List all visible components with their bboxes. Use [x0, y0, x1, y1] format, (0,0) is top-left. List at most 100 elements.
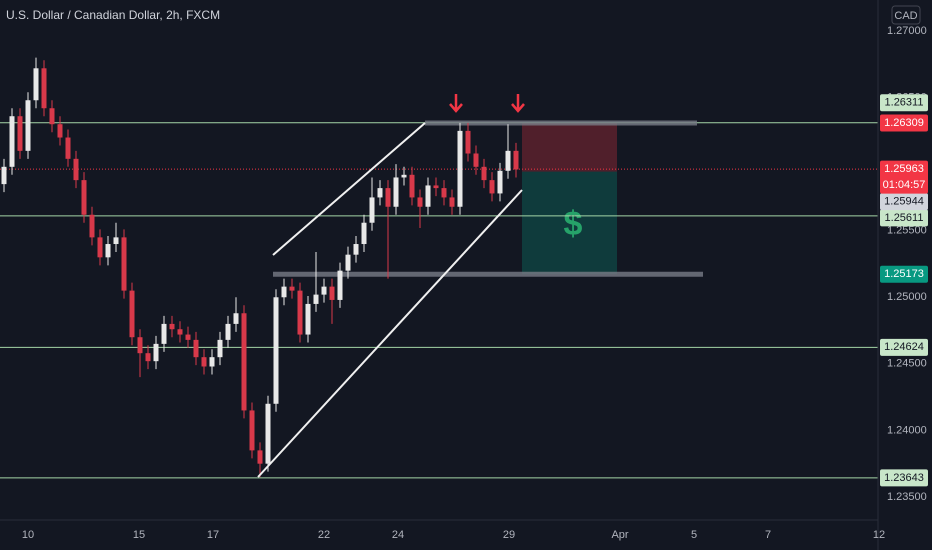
candle-body [305, 303, 311, 335]
target-zone [522, 171, 617, 275]
price-badge-label: 1.26311 [885, 97, 924, 109]
arrow [449, 94, 463, 113]
price-badge-label: 1.23643 [884, 472, 924, 484]
candle-body [385, 188, 391, 207]
x-tick-label: Apr [611, 529, 628, 541]
price-badge [880, 193, 928, 211]
y-tick-label: 1.24000 [887, 424, 927, 436]
candle-body [17, 116, 23, 151]
currency: CAD [894, 10, 917, 22]
arrows [449, 94, 525, 113]
countdown: 01:04:57 [883, 179, 926, 191]
y-tick-label: 1.27000 [887, 25, 927, 37]
x-tick-label: 12 [873, 529, 885, 541]
price-badge-label: 1.25611 [885, 212, 924, 224]
candle-body [73, 158, 79, 181]
arrow [511, 94, 525, 113]
channel-upper [272, 122, 426, 256]
x-tick-label: 24 [392, 529, 404, 541]
price-badge [880, 265, 928, 283]
candle-body [81, 180, 87, 215]
candle-body [217, 339, 223, 358]
candle-body [465, 130, 471, 154]
price-badge-label: 1.25173 [884, 268, 924, 280]
candle-body [145, 353, 151, 362]
candle-body [33, 68, 39, 101]
x-tick-label: 15 [133, 529, 145, 541]
x-tick-label: 17 [207, 529, 219, 541]
candle-body [209, 357, 215, 367]
candle-body [513, 150, 519, 170]
candle-body [425, 185, 431, 207]
candle-body [297, 290, 303, 335]
currency-box [891, 5, 921, 25]
candle-body [89, 214, 95, 238]
candle-body [401, 174, 407, 178]
price-badge [880, 338, 928, 356]
price-badge [880, 469, 928, 487]
candle-body [105, 244, 111, 258]
x-tick-label: 7 [765, 529, 771, 541]
profit-symbol: $ [564, 205, 583, 243]
candle-body [353, 244, 359, 255]
chart-title: U.S. Dollar / Canadian Dollar, 2h, FXCM [6, 8, 220, 22]
candle-body [265, 403, 271, 464]
candle-body [129, 290, 135, 338]
candle-body [193, 339, 199, 358]
candle-body [417, 197, 423, 207]
candle-body [201, 357, 207, 367]
candle-body [409, 174, 415, 198]
x-tick-label: 5 [691, 529, 697, 541]
price-badge-label: 1.26309 [884, 117, 924, 129]
price-badge [880, 94, 928, 112]
candle-body [161, 323, 167, 344]
price-badge [880, 160, 928, 194]
candle-body [505, 150, 511, 171]
candle-body [337, 270, 343, 300]
candle-body [65, 137, 71, 159]
candle-body [473, 153, 479, 167]
candle-body [185, 334, 191, 340]
x-tick-label: 10 [22, 529, 34, 541]
candle-body [153, 343, 159, 362]
candle-body [433, 185, 439, 189]
candle-body [241, 313, 247, 411]
candle-body [281, 286, 287, 298]
candle-body [441, 188, 447, 198]
y-tick-label: 1.24500 [887, 358, 927, 370]
candle-body [345, 254, 351, 271]
candle-body [489, 180, 495, 194]
candle-body [369, 197, 375, 223]
x-tick-label: 29 [503, 529, 515, 541]
price-badge [880, 209, 928, 227]
x-tick-label: 22 [318, 529, 330, 541]
candle-body [49, 108, 55, 125]
candle-body [257, 450, 263, 464]
price-badge [880, 114, 928, 132]
candle-body [449, 197, 455, 207]
candle-body [313, 294, 319, 304]
price-badge-label: 1.25944 [884, 196, 924, 208]
y-tick-label: 1.25500 [887, 225, 927, 237]
candle-body [137, 337, 143, 354]
candle-body [361, 222, 367, 245]
candle-body [1, 166, 7, 185]
candle-body [457, 130, 463, 207]
candle-body [321, 286, 327, 295]
y-tick-label: 1.25000 [887, 291, 927, 303]
candle-body [57, 124, 63, 138]
candle-body [225, 323, 231, 340]
candle-body [249, 410, 255, 451]
channel-lower [257, 189, 523, 478]
candle-body [497, 170, 503, 194]
candle-body [169, 323, 175, 330]
candle-body [41, 68, 47, 109]
candle-body [9, 116, 15, 167]
candle-body [273, 297, 279, 404]
candle-body [329, 286, 335, 300]
y-axis: 1.270001.265001.255001.250001.245001.240… [880, 25, 928, 503]
price-badge-label: 1.25963 [884, 163, 924, 175]
candle-body [113, 237, 119, 245]
stop-zone [522, 123, 617, 172]
